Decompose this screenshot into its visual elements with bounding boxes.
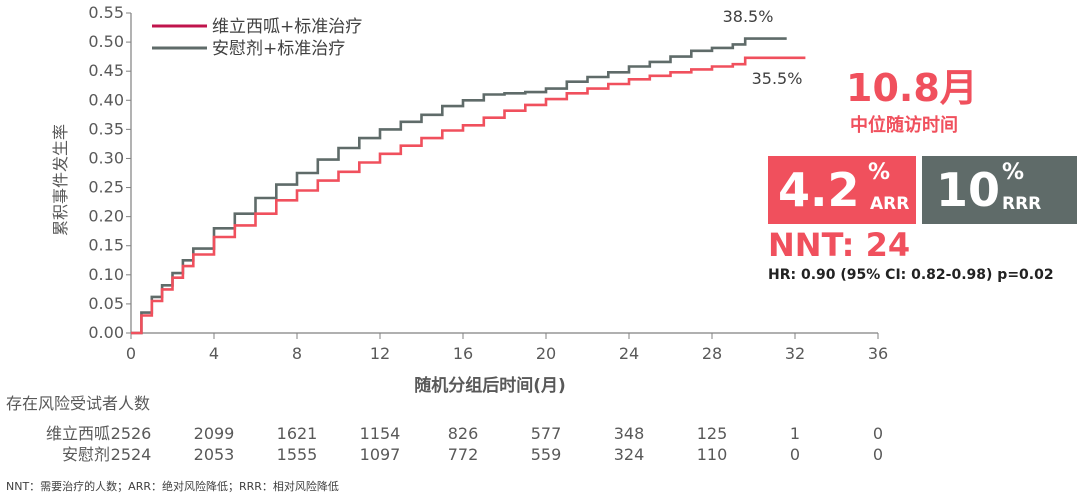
end-label-verisiguat: 35.5%	[752, 69, 803, 88]
risk-row-label: 安慰剂	[61, 445, 110, 464]
arr-box: 4.2 % ARR	[768, 156, 916, 224]
risk-cell: 0	[872, 445, 884, 464]
risk-row-label: 维立西呱	[45, 424, 110, 443]
y-tick-label: 0.10	[88, 265, 124, 284]
y-tick-label: 0.25	[88, 178, 124, 197]
risk-table-title: 存在风险受试者人数	[6, 394, 151, 413]
nnt-value: NNT: 24	[768, 226, 911, 264]
risk-cell: 125	[696, 424, 728, 443]
x-tick-label: 28	[702, 344, 722, 363]
y-tick-label: 0.35	[88, 119, 124, 138]
risk-cell: 1555	[276, 445, 318, 464]
x-tick-label: 4	[209, 344, 219, 363]
x-tick-label: 12	[370, 344, 390, 363]
legend: 维立西呱+标准治疗 安慰剂+标准治疗	[152, 17, 362, 59]
risk-cell: 577	[530, 424, 562, 443]
series-line-verisiguat	[131, 56, 806, 335]
x-tick-label: 20	[536, 344, 556, 363]
y-tick-label: 0.15	[88, 236, 124, 255]
x-tick-label: 24	[619, 344, 639, 363]
risk-cell: 324	[613, 445, 645, 464]
y-tick-label: 0.50	[88, 32, 124, 51]
axes	[130, 13, 878, 334]
risk-cell: 0	[872, 424, 884, 443]
median-followup-label: 中位随访时间	[850, 115, 958, 136]
y-tick-label: 0.30	[88, 148, 124, 167]
y-tick-label: 0.40	[88, 90, 124, 109]
risk-cell: 559	[530, 445, 562, 464]
risk-cell: 110	[696, 445, 728, 464]
x-tick-label: 0	[126, 344, 136, 363]
arr-percent: %	[868, 160, 891, 185]
risk-cell: 1	[789, 424, 801, 443]
footnote: NNT：需要治疗的人数；ARR：绝对风险降低；RRR：相对风险降低	[6, 480, 339, 493]
y-tick-label: 0.45	[88, 61, 124, 80]
arr-label: ARR	[870, 194, 910, 214]
risk-cell: 826	[447, 424, 479, 443]
legend-label-verisiguat: 维立西呱+标准治疗	[212, 17, 362, 37]
risk-cell: 2099	[193, 424, 235, 443]
y-tick-label: 0.55	[88, 3, 124, 22]
risk-cell: 0	[789, 445, 801, 464]
series-line-placebo	[131, 37, 787, 335]
y-tick-label: 0.05	[88, 294, 124, 313]
risk-cell: 348	[613, 424, 645, 443]
x-tick-label: 36	[868, 344, 888, 363]
risk-cell: 2526	[110, 424, 152, 443]
risk-cell: 1097	[359, 445, 401, 464]
risk-cell: 772	[447, 445, 479, 464]
rrr-box: 10 % RRR	[922, 156, 1077, 224]
risk-cell: 2053	[193, 445, 235, 464]
risk-cell: 1621	[276, 424, 318, 443]
y-tick-label: 0.00	[88, 323, 124, 342]
median-followup-value: 10.8月	[846, 66, 978, 110]
risk-cell: 1154	[359, 424, 401, 443]
rrr-label: RRR	[1002, 194, 1042, 214]
x-axis-title: 随机分组后时间(月)	[414, 375, 566, 396]
rrr-percent: %	[1002, 160, 1025, 185]
arr-value: 4.2	[778, 163, 860, 217]
legend-label-placebo: 安慰剂+标准治疗	[212, 39, 345, 59]
risk-cell: 2524	[110, 445, 152, 464]
series	[131, 37, 806, 335]
x-tick-label: 32	[785, 344, 805, 363]
x-tick-label: 8	[292, 344, 302, 363]
y-tick-label: 0.20	[88, 207, 124, 226]
x-tick-label: 16	[453, 344, 473, 363]
y-axis-title: 累积事件发生率	[51, 124, 70, 236]
rrr-value: 10	[936, 163, 1001, 217]
hazard-ratio-text: HR: 0.90 (95% CI: 0.82-0.98) p=0.02	[768, 267, 1054, 283]
end-label-placebo: 38.5%	[723, 7, 774, 26]
ticks: 0.00 0.05 0.10 0.15 0.20 0.25 0.30 0.35 0.40 0.45…	[88, 3, 888, 363]
